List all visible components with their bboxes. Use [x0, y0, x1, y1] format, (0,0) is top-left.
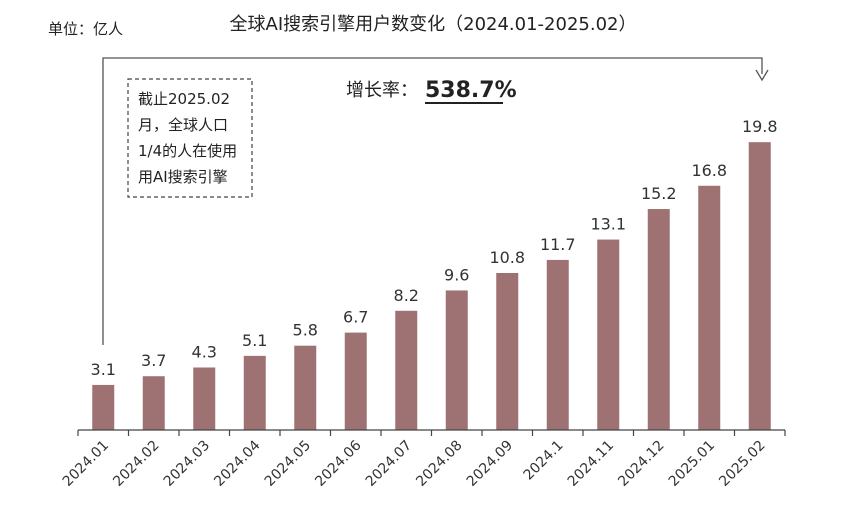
value-label: 11.7 — [540, 235, 576, 254]
x-tick-label: 2024.07 — [363, 438, 415, 490]
chart-title: 全球AI搜索引擎用户数变化（2024.01-2025.02） — [230, 14, 637, 35]
x-tick-label: 2025.02 — [716, 438, 768, 490]
bar-2024.06 — [344, 332, 367, 430]
x-tick-label: 2024.12 — [615, 438, 667, 490]
note-line-4: 用AI搜索引擎 — [138, 168, 228, 186]
bar-2024.04 — [243, 355, 266, 430]
value-label: 15.2 — [641, 184, 677, 203]
growth-label: 增长率： — [346, 80, 418, 101]
note-box — [127, 78, 253, 198]
bar-2024.09 — [496, 272, 519, 430]
value-label: 13.1 — [590, 215, 626, 234]
x-tick-label: 2025.01 — [666, 438, 718, 490]
growth-arrow-head — [755, 69, 769, 82]
x-tick-label: 2024.09 — [464, 438, 516, 490]
bar-2025.02 — [748, 142, 771, 431]
bar-2024.07 — [395, 310, 418, 430]
note-line-1: 截止2025.02 — [138, 90, 230, 108]
value-label: 9.6 — [444, 265, 469, 284]
bar-2024.03 — [193, 367, 216, 430]
x-tick-label: 2024.1 — [521, 438, 567, 484]
value-label: 19.8 — [742, 117, 778, 136]
value-label: 16.8 — [691, 161, 727, 180]
note-line-2: 月，全球人口 — [138, 116, 228, 134]
value-label: 10.8 — [489, 248, 525, 267]
bar-2024.12 — [647, 209, 670, 430]
bar-2024.1 — [546, 259, 569, 430]
x-tick-label: 2024.11 — [565, 438, 617, 490]
growth-bracket-line — [102, 57, 763, 345]
x-axis: 2024.012024.022024.032024.042024.052024.… — [60, 429, 786, 490]
x-tick-label: 2024.04 — [211, 437, 263, 489]
unit-label: 单位：亿人 — [48, 20, 123, 38]
bar-2024.02 — [142, 376, 165, 430]
x-tick-label: 2024.03 — [161, 438, 213, 490]
x-tick-label: 2024.05 — [262, 438, 314, 490]
bar-2024.11 — [597, 239, 620, 430]
value-label: 6.7 — [343, 308, 368, 327]
value-label: 8.2 — [394, 286, 419, 305]
x-tick-label: 2024.06 — [312, 437, 364, 489]
bar-2024.08 — [445, 290, 468, 430]
x-tick-label: 2024.08 — [413, 438, 465, 490]
value-label: 5.1 — [242, 331, 267, 350]
growth-value: 538.7% — [425, 78, 517, 103]
bars-group: 3.1 3.7 4.3 5.1 5.8 6.7 8.2 9.6 10.8 11.7 13.1 15.2… — [91, 117, 778, 431]
note-line-3: 1/4的人在使用 — [138, 142, 237, 160]
value-label: 3.7 — [141, 351, 166, 370]
value-label: 3.1 — [91, 360, 116, 379]
bar-2024.01 — [92, 384, 115, 430]
bar-2025.01 — [698, 185, 721, 430]
x-tick-label: 2024.01 — [60, 438, 112, 490]
x-tick-label: 2024.02 — [110, 438, 162, 490]
value-label: 4.3 — [192, 342, 217, 361]
bar-2024.05 — [294, 345, 317, 430]
value-label: 5.8 — [293, 321, 318, 340]
